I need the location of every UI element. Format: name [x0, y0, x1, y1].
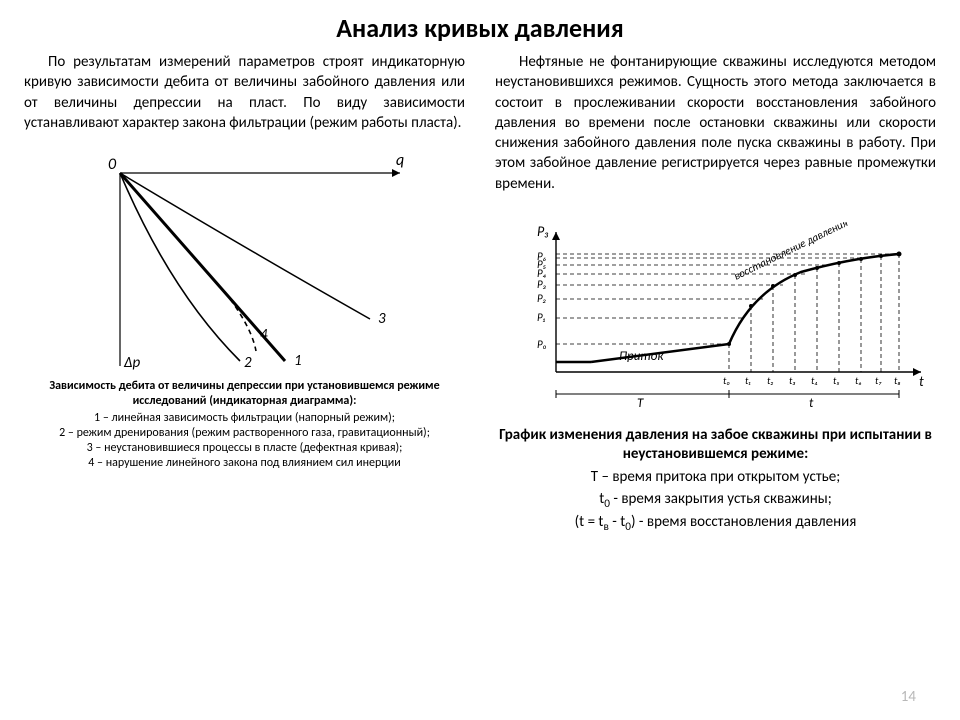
svg-text:восстановление давления: восстановление давления — [731, 222, 849, 283]
page-number: 14 — [901, 688, 916, 706]
legend-item: 3 – неустановившиеся процессы в пласте (… — [24, 441, 465, 456]
left-column: По результатам измерений параметров стро… — [24, 52, 465, 536]
x-axis-label: q — [396, 151, 404, 170]
svg-text:t: t — [809, 396, 814, 411]
svg-text:t₈: t₈ — [894, 374, 901, 387]
svg-text:P₆: P₆ — [537, 250, 547, 263]
right-line: (t = tв - t0) - время восстановления дав… — [495, 512, 936, 535]
svg-text:4: 4 — [260, 326, 268, 344]
svg-text:P₀: P₀ — [537, 338, 547, 351]
svg-text:t₅: t₅ — [833, 374, 840, 387]
svg-text:t₂: t₂ — [767, 374, 774, 387]
left-paragraph: По результатам измерений параметров стро… — [24, 52, 465, 133]
indicator-diagram: 0 q Δp 3 1 2 4 — [80, 151, 410, 371]
right-paragraph: Нефтяные не фонтанирующие скважины иссле… — [495, 52, 936, 194]
right-line: T – время притока при открытом устье; — [495, 467, 936, 489]
left-legend: 1 – линейная зависимость фильтрации (нап… — [24, 411, 465, 471]
svg-text:P₁: P₁ — [537, 311, 546, 324]
legend-item: 2 – режим дренирования (режим растворенн… — [24, 426, 465, 441]
svg-text:t₆: t₆ — [855, 374, 862, 387]
svg-text:t₄: t₄ — [811, 374, 818, 387]
right-line: t0 - время закрытия устья скважины; — [495, 489, 936, 512]
left-caption: Зависимость дебита от величины депрессии… — [24, 379, 465, 409]
svg-text:1: 1 — [294, 352, 302, 370]
left-figure: 0 q Δp 3 1 2 4 — [24, 151, 465, 371]
svg-text:t₇: t₇ — [875, 374, 882, 387]
legend-item: 1 – линейная зависимость фильтрации (нап… — [24, 411, 465, 426]
right-column: Нефтяные не фонтанирующие скважины иссле… — [495, 52, 936, 536]
svg-text:3: 3 — [378, 310, 386, 328]
right-caption: График изменения давления на забое скваж… — [495, 426, 936, 464]
y-axis-label: Δp — [123, 354, 140, 371]
svg-text:t₃: t₃ — [789, 374, 796, 387]
right-figure: P₃ t — [495, 222, 936, 412]
legend-item: 4 – нарушение линейного закона под влиян… — [24, 456, 465, 471]
svg-text:t: t — [919, 373, 924, 390]
svg-text:P₃: P₃ — [537, 223, 549, 240]
origin-label: 0 — [108, 155, 117, 174]
svg-text:t₁: t₁ — [745, 374, 751, 387]
page-title: Анализ кривых давления — [0, 0, 960, 52]
two-column-layout: По результатам измерений параметров стро… — [0, 52, 960, 536]
svg-text:t₀: t₀ — [723, 374, 730, 387]
svg-text:T: T — [637, 396, 644, 411]
right-legend: T – время притока при открытом устье; t0… — [495, 467, 936, 535]
right-caption-bold: График изменения давления на забое скваж… — [499, 426, 932, 463]
pressure-recovery-chart: P₃ t — [501, 222, 931, 412]
svg-text:Приток: Приток — [619, 349, 664, 364]
svg-text:P₂: P₂ — [537, 292, 546, 305]
left-caption-bold: Зависимость дебита от величины депрессии… — [49, 379, 439, 408]
svg-text:2: 2 — [244, 354, 252, 371]
